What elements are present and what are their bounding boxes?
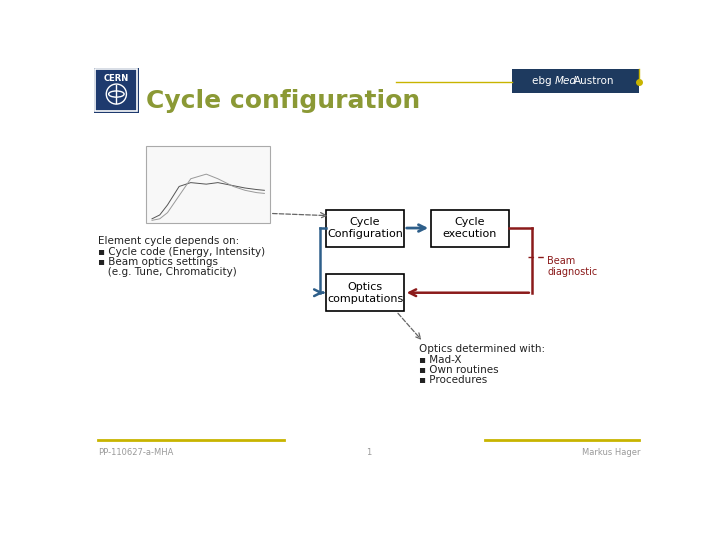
Text: ▪ Cycle code (Energy, Intensity): ▪ Cycle code (Energy, Intensity) (98, 247, 265, 256)
Bar (326, 210, 404, 247)
Text: CERN: CERN (104, 74, 129, 83)
Text: Optics
computations: Optics computations (327, 282, 403, 303)
Text: ▪ Procedures: ▪ Procedures (419, 375, 487, 385)
Text: Cycle configuration: Cycle configuration (145, 89, 420, 113)
Text: Beam
diagnostic: Beam diagnostic (547, 255, 598, 277)
Text: 1: 1 (366, 448, 372, 457)
Text: Med: Med (555, 76, 577, 86)
Bar (96, 70, 138, 111)
Text: Cycle
execution: Cycle execution (443, 217, 497, 239)
Bar (145, 146, 270, 222)
Bar (326, 274, 404, 311)
Text: ▪ Own routines: ▪ Own routines (419, 365, 499, 375)
Text: Element cycle depends on:: Element cycle depends on: (98, 236, 239, 246)
Text: ▪ Beam optics settings: ▪ Beam optics settings (98, 257, 217, 267)
Bar (94, 68, 139, 112)
Text: Markus Hager: Markus Hager (582, 448, 640, 457)
Text: Austron: Austron (574, 76, 614, 86)
Text: Cycle
Configuration: Cycle Configuration (327, 217, 403, 239)
Bar (512, 70, 639, 92)
Text: PP-110627-a-MHA: PP-110627-a-MHA (98, 448, 173, 457)
Text: ebg: ebg (532, 76, 555, 86)
Text: ▪ Mad-X: ▪ Mad-X (419, 355, 462, 365)
Text: (e.g. Tune, Chromaticity): (e.g. Tune, Chromaticity) (98, 267, 236, 276)
Bar (431, 210, 508, 247)
Text: Optics determined with:: Optics determined with: (419, 345, 546, 354)
